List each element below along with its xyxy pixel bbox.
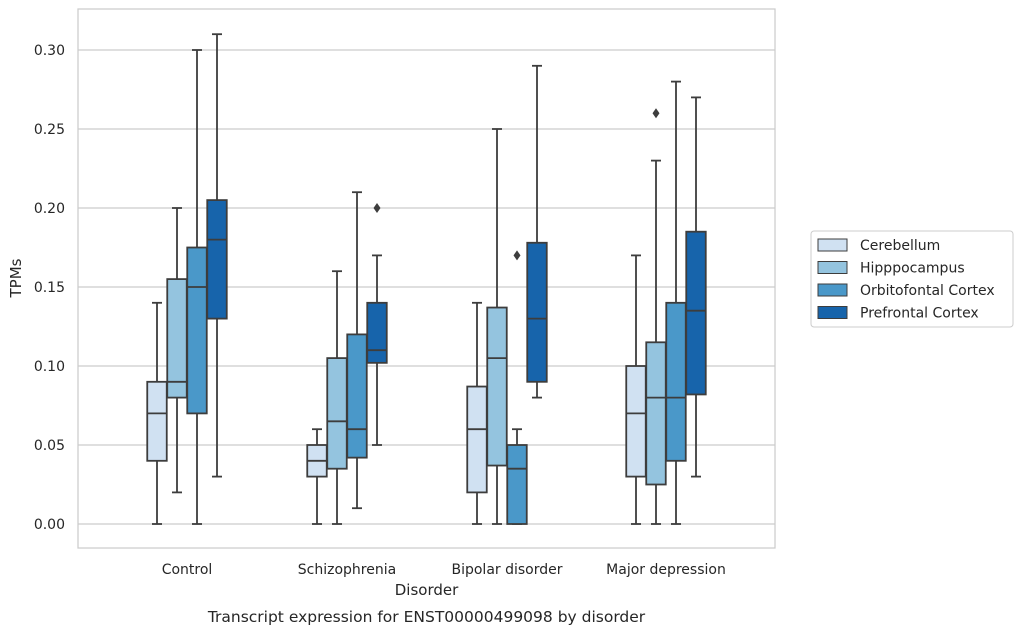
box-prefrontal-cortex [366, 203, 388, 446]
y-tick-label: 0.20 [34, 201, 65, 217]
legend-swatch [817, 283, 848, 297]
box-cerebellum [466, 301, 488, 525]
y-tick-label: 0.15 [34, 280, 65, 296]
box-cerebellum [306, 428, 328, 525]
box-hipppocampus [645, 108, 667, 525]
y-axis-title: TPMs [7, 258, 25, 298]
y-tick-label: 0.25 [34, 122, 65, 138]
box-hipppocampus [486, 128, 508, 525]
box-prefrontal-cortex [526, 64, 548, 399]
box-orbitofontal-cortex [665, 80, 687, 525]
box-body [326, 357, 348, 470]
box-body [466, 385, 488, 494]
plot-frame [77, 8, 776, 549]
box-body [665, 301, 687, 462]
x-tick-label: Control [162, 562, 213, 578]
box-body [206, 199, 228, 320]
legend-swatch [817, 306, 848, 319]
box-body [166, 278, 188, 399]
x-tick-label: Schizophrenia [298, 562, 396, 578]
legend-frame [810, 230, 1014, 328]
outlier-point [513, 250, 521, 261]
x-tick-label: Bipolar disorder [451, 562, 562, 578]
box-body [526, 241, 548, 383]
legend-label: Orbitofontal Cortex [860, 283, 995, 299]
y-tick-label: 0.30 [34, 43, 65, 59]
y-tick-labels: 0.00 0.05 0.10 0.15 0.20 0.25 0.30 [34, 43, 65, 533]
box-body [146, 380, 168, 462]
box-hipppocampus [326, 270, 348, 525]
x-tick-label: Major depression [606, 562, 726, 578]
box-body [486, 306, 508, 467]
outlier-point [652, 108, 660, 119]
box-body [625, 365, 647, 478]
box-hipppocampus [166, 207, 188, 494]
y-tick-label: 0.10 [34, 359, 65, 375]
legend-swatch [817, 261, 848, 274]
box-layer [146, 33, 707, 525]
box-prefrontal-cortex [685, 96, 707, 478]
legend-label: Prefrontal Cortex [860, 306, 979, 322]
y-tick-label: 0.00 [34, 517, 65, 533]
box-orbitofontal-cortex [186, 49, 208, 525]
legend-swatch [817, 238, 848, 252]
legend: Cerebellum Hipppocampus Orbitofontal Corte… [810, 230, 1014, 328]
outlier-point [373, 203, 381, 213]
chart-caption: Transcript expression for ENST0000049909… [207, 608, 646, 626]
box-orbitofontal-cortex [506, 250, 528, 525]
legend-label: Hipppocampus [860, 261, 965, 277]
box-cerebellum [625, 254, 647, 525]
box-body [645, 341, 667, 486]
legend-label: Cerebellum [860, 238, 940, 254]
x-axis-title: Disorder [395, 581, 459, 599]
box-body [506, 444, 528, 525]
box-body [366, 301, 388, 364]
box-body [346, 333, 368, 459]
box-orbitofontal-cortex [346, 191, 368, 510]
box-cerebellum [146, 301, 168, 525]
y-tick-label: 0.05 [34, 438, 65, 454]
x-tick-labels: Control Schizophrenia Bipolar disorder Majo… [162, 562, 726, 578]
box-body [186, 246, 208, 415]
box-body [685, 230, 707, 396]
box-prefrontal-cortex [206, 33, 228, 478]
